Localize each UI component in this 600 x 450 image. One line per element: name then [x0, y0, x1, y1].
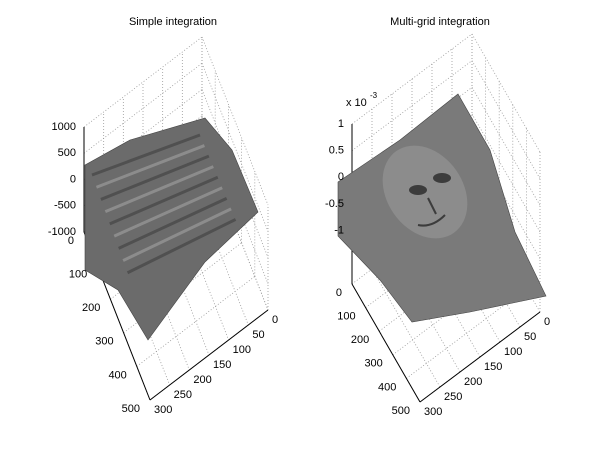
grid-line	[201, 36, 269, 206]
surface-plot: 0100200300400500050100150200250300-1000-…	[48, 16, 278, 416]
x-tick-label: 100	[69, 269, 87, 281]
z-tick-label: 500	[58, 147, 76, 159]
z-tick-label: -1	[334, 225, 344, 237]
surface-shading	[109, 175, 219, 226]
x-tick-label: 200	[82, 302, 100, 314]
surface-shading	[95, 144, 205, 189]
y-tick-label: 100	[233, 344, 251, 356]
x-axis	[351, 283, 421, 403]
y-tick-label: 250	[444, 391, 462, 403]
y-tick-label: 0	[272, 314, 278, 326]
y-tick-label: 100	[504, 346, 522, 358]
y-axis	[419, 311, 541, 403]
x-tick-label: 300	[95, 336, 113, 348]
surface-plot: 0100200300400500050100150200250300-1-0.5…	[325, 16, 550, 418]
surface-shading	[91, 133, 201, 177]
surface-shading	[118, 196, 228, 250]
x-tick-label: 500	[122, 403, 140, 415]
z-multiplier: x 10	[346, 97, 367, 109]
x-tick-label: 0	[68, 235, 74, 247]
x-tick-label: 300	[364, 358, 382, 370]
surface-shading	[122, 207, 232, 262]
z-tick-label: 0	[70, 173, 76, 185]
x-tick-label: 400	[378, 381, 396, 393]
y-tick-label: 50	[252, 329, 264, 341]
z-tick-label: 1	[338, 118, 344, 130]
z-tick-label: -0.5	[325, 198, 344, 210]
z-tick-label: -500	[54, 200, 76, 212]
x-tick-label: 100	[337, 311, 355, 323]
y-tick-label: 250	[174, 389, 192, 401]
surface-shading	[100, 154, 210, 201]
x-tick-label: 500	[392, 405, 410, 417]
z-tick-label: 0.5	[329, 145, 344, 157]
y-tick-label: 300	[424, 406, 442, 418]
z-tick-label: 1000	[52, 121, 76, 133]
grid-line	[351, 60, 473, 151]
surface-shading	[104, 165, 214, 214]
y-tick-label: 150	[213, 359, 231, 371]
y-axis	[149, 309, 269, 401]
y-tick-label: 300	[154, 404, 172, 416]
surface-shading	[409, 185, 427, 195]
x-tick-label: 400	[108, 369, 126, 381]
surface-shading	[113, 186, 223, 238]
x-tick-label: 0	[336, 287, 342, 299]
z-exponent: -3	[370, 91, 378, 100]
plots: 0100200300400500050100150200250300-1000-…	[48, 16, 550, 418]
y-tick-label: 0	[544, 316, 550, 328]
z-tick-label: -1000	[48, 226, 76, 238]
y-tick-label: 50	[524, 331, 536, 343]
surface-shading	[126, 218, 237, 275]
surface-shading	[433, 173, 451, 183]
grid-line	[83, 36, 203, 128]
grid-line	[351, 33, 473, 125]
chart-title: Simple integration	[129, 16, 217, 28]
z-tick-label: 0	[338, 171, 344, 183]
y-tick-label: 150	[484, 361, 502, 373]
x-tick-label: 200	[351, 334, 369, 346]
y-tick-label: 200	[193, 374, 211, 386]
y-tick-label: 200	[464, 376, 482, 388]
grid-line	[201, 63, 269, 232]
chart-title: Multi-grid integration	[390, 16, 490, 28]
grid-line	[83, 62, 203, 154]
surface-shading	[417, 197, 446, 227]
